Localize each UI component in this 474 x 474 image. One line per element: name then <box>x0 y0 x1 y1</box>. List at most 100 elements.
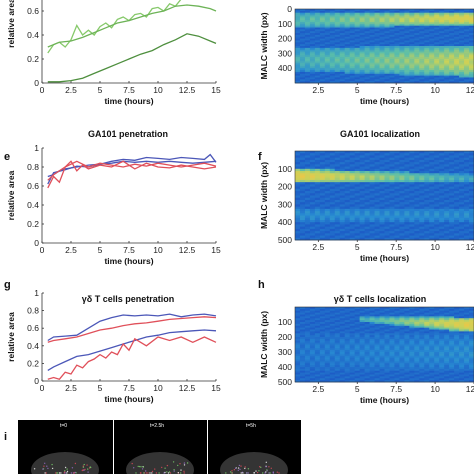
heatmap-cell <box>414 164 420 167</box>
heatmap-cell <box>304 204 311 208</box>
heatmap-cell <box>419 323 425 327</box>
heatmap-cell <box>444 184 450 188</box>
heatmap-cell <box>469 62 474 65</box>
heatmap-cell <box>374 357 380 360</box>
heatmap-cell <box>469 363 474 366</box>
x-tick-label: 10 <box>430 85 440 95</box>
heatmap-cell <box>379 346 385 349</box>
heatmap-cell <box>419 75 425 78</box>
heatmap-cell <box>459 206 465 210</box>
heatmap-cell <box>389 318 395 321</box>
heatmap-cell <box>304 70 311 73</box>
heatmap-cell <box>354 357 361 360</box>
heatmap-cell <box>434 380 440 383</box>
heatmap-cell <box>469 376 474 379</box>
heatmap-cell <box>404 226 410 230</box>
heatmap-cell <box>394 151 400 154</box>
heatmap-cell <box>299 177 306 181</box>
heatmap-cell <box>384 312 390 315</box>
heatmap-cell <box>359 226 366 230</box>
heatmap-cell <box>295 186 301 190</box>
heatmap-cell <box>439 68 445 71</box>
heatmap-cell <box>304 53 311 56</box>
heatmap-cell <box>359 323 366 327</box>
heatmap-cell <box>295 38 301 41</box>
heatmap-cell <box>459 18 465 21</box>
heatmap-cell <box>424 333 430 336</box>
heatmap-cell <box>424 46 430 49</box>
heatmap-cell <box>429 184 435 188</box>
heatmap-cell <box>379 337 385 340</box>
heatmap-cell <box>344 42 351 45</box>
heatmap-cell <box>444 361 450 364</box>
heatmap-cell <box>324 29 331 32</box>
heatmap-cell <box>399 71 405 75</box>
heatmap-cell <box>394 378 400 381</box>
heatmap-cell <box>379 175 385 179</box>
heatmap-cell <box>364 217 370 221</box>
heatmap-cell <box>389 204 395 208</box>
heatmap-cell <box>299 320 306 323</box>
heatmap-cell <box>349 374 356 377</box>
series-line <box>47 153 217 185</box>
heatmap-cell <box>334 36 341 39</box>
heatmap-cell <box>379 182 385 185</box>
heatmap-cell <box>319 197 326 201</box>
heatmap-cell <box>364 329 370 332</box>
heatmap-cell <box>295 173 301 176</box>
heatmap-cell <box>399 23 405 27</box>
heatmap-cell <box>359 329 366 332</box>
heatmap-cell <box>459 233 465 236</box>
heatmap-cell <box>429 323 435 327</box>
heatmap-cell <box>454 193 460 196</box>
heatmap-cell <box>384 314 390 317</box>
heatmap-cell <box>469 308 474 312</box>
heatmap-cell <box>339 188 346 192</box>
heatmap-cell <box>329 171 336 174</box>
heatmap-cell <box>319 77 326 80</box>
heatmap-cell <box>404 29 410 32</box>
heatmap-cell <box>299 199 306 203</box>
heatmap-cell <box>329 310 336 314</box>
heatmap-cell <box>369 68 375 71</box>
heatmap-cell <box>389 9 395 12</box>
heatmap-cell <box>344 81 351 84</box>
heatmap-cell <box>419 357 425 360</box>
heatmap-cell <box>324 12 331 15</box>
microscopy-speckle <box>151 472 153 474</box>
heatmap-cell <box>454 224 460 228</box>
heatmap-cell <box>394 320 400 323</box>
heatmap-cell <box>339 316 346 319</box>
heatmap-cell <box>424 222 430 225</box>
microscopy-speckle <box>64 472 66 474</box>
heatmap-cell <box>304 374 311 377</box>
heatmap-cell <box>299 322 306 325</box>
heatmap-cell <box>295 79 301 82</box>
heatmap-cell <box>364 179 370 183</box>
heatmap-cell <box>339 81 346 84</box>
heatmap-cell <box>399 325 405 329</box>
heatmap-cell <box>309 162 316 165</box>
heatmap-cell <box>434 342 440 345</box>
heatmap-cell <box>469 310 474 314</box>
heatmap-cell <box>464 25 470 28</box>
heatmap-cell <box>404 312 410 315</box>
heatmap-cell <box>404 16 410 19</box>
heatmap-cell <box>394 224 400 228</box>
heatmap-cell <box>379 55 385 58</box>
heatmap-cell <box>359 237 366 241</box>
heatmap-cell <box>304 370 311 374</box>
heatmap-cell <box>364 357 370 360</box>
heatmap-cell <box>354 151 361 154</box>
heatmap-cell <box>459 318 465 321</box>
heatmap-cell <box>324 49 331 52</box>
heatmap-cell <box>414 353 420 357</box>
heatmap-cell <box>444 168 450 172</box>
heatmap-cell <box>364 322 370 325</box>
heatmap-cell <box>354 16 361 19</box>
heatmap-cell <box>464 68 470 71</box>
heatmap-cell <box>359 182 366 185</box>
microscopy-speckle <box>270 467 272 469</box>
heatmap-cell <box>464 20 470 23</box>
heatmap-cell <box>419 376 425 379</box>
